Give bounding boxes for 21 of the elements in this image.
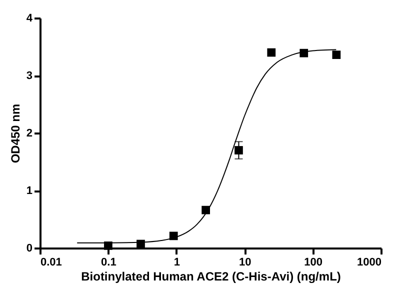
x-tick-label: 1000 xyxy=(357,256,382,268)
x-tick-label: 100 xyxy=(304,256,322,268)
x-tick-label: 0.01 xyxy=(40,256,62,268)
y-tick-label: 3 xyxy=(26,70,32,82)
y-tick-label: 0 xyxy=(26,242,32,254)
point xyxy=(300,48,308,58)
y-tick-label: 4 xyxy=(26,12,34,24)
y-tick-label: 2 xyxy=(26,128,32,140)
point xyxy=(136,240,145,248)
point xyxy=(332,50,341,59)
point xyxy=(267,48,276,57)
x-tick-label: 1 xyxy=(174,256,180,268)
point xyxy=(234,146,243,154)
point xyxy=(202,206,210,214)
y-tick-label: 1 xyxy=(26,185,32,197)
point xyxy=(104,242,112,250)
y-axis-title: OD450 nm xyxy=(8,104,22,164)
x-tick-label: 10 xyxy=(238,256,252,268)
point xyxy=(169,232,178,240)
x-tick-label: 0.1 xyxy=(101,256,116,268)
x-axis-title: Biotinylated Human ACE2 (C-His-Avi) (ng/mL) xyxy=(81,270,341,284)
